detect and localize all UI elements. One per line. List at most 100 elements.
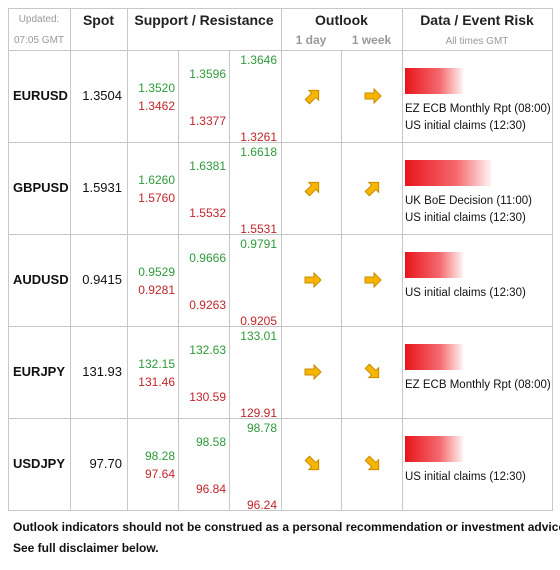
spot: 1.5931 [82, 180, 122, 195]
arrow-shape [364, 181, 380, 197]
row-line [8, 234, 553, 235]
event-risk-bar [405, 68, 463, 94]
spot: 131.93 [82, 364, 122, 379]
resistance: 1.3596 [189, 67, 226, 81]
support: 1.3377 [189, 114, 226, 128]
support: 1.3462 [138, 99, 175, 113]
event: US initial claims (12:30) [405, 287, 526, 299]
arrow-shape [364, 363, 380, 379]
updated-time: 07:05 GMT [13, 35, 65, 46]
sr-header: Support / Resistance [134, 12, 274, 28]
row-line [8, 326, 553, 327]
row-line [8, 418, 553, 419]
updated-label: Updated: [18, 14, 60, 25]
disclaimer: Outlook indicators should not be constru… [13, 520, 560, 534]
resistance: 1.3520 [138, 81, 175, 95]
col-line [552, 8, 553, 510]
col-line [178, 50, 179, 510]
resistance: 0.9666 [189, 251, 226, 265]
resistance: 1.3646 [240, 53, 277, 67]
col-line [8, 8, 9, 510]
pair: EURJPY [13, 364, 66, 379]
event: EZ ECB Monthly Rpt (08:00) [405, 379, 551, 391]
event: US initial claims (12:30) [405, 120, 526, 132]
resistance: 98.58 [195, 435, 226, 449]
outlook-arrow [304, 271, 322, 289]
arrow-shape [304, 89, 320, 105]
arrow-shape [304, 455, 320, 471]
event: US initial claims (12:30) [405, 471, 526, 483]
support: 0.9281 [138, 283, 175, 297]
event-risk-bar [405, 436, 463, 462]
event: EZ ECB Monthly Rpt (08:00) [405, 103, 551, 115]
resistance: 132.15 [138, 357, 175, 371]
col-line [341, 50, 342, 510]
event-risk-bar [405, 344, 463, 370]
day-header: 1 day [295, 33, 327, 47]
outlook-arrow [304, 89, 320, 105]
outlook-arrow [364, 87, 382, 105]
border [8, 8, 553, 9]
resistance: 1.6381 [189, 159, 226, 173]
row-line [8, 142, 553, 143]
arrow-shape [304, 271, 322, 289]
outlook-arrow [364, 363, 380, 379]
event: UK BoE Decision (11:00) [405, 195, 532, 207]
support: 96.24 [246, 498, 277, 512]
pair: GBPUSD [13, 180, 69, 195]
spot: 97.70 [89, 456, 122, 471]
event: US initial claims (12:30) [405, 212, 526, 224]
event-risk-bar [405, 252, 463, 278]
spot: 1.3504 [82, 88, 122, 103]
event-risk-bar [405, 160, 491, 186]
spot: 0.9415 [82, 272, 122, 287]
col-line [70, 8, 71, 510]
arrow-shape [364, 455, 380, 471]
support: 1.5531 [240, 222, 277, 236]
col-line [281, 8, 282, 510]
event-header: Data / Event Risk [420, 12, 534, 28]
row-line [8, 510, 553, 511]
pair: USDJPY [13, 456, 66, 471]
pair: AUDUSD [13, 272, 69, 287]
week-header: 1 week [351, 33, 392, 47]
outlook-arrow [364, 455, 380, 471]
support: 131.46 [138, 375, 175, 389]
col-line [402, 8, 403, 510]
support: 130.59 [189, 390, 226, 404]
resistance: 98.28 [144, 449, 175, 463]
support: 0.9263 [189, 298, 226, 312]
resistance: 1.6618 [240, 145, 277, 159]
pair: EURUSD [13, 88, 68, 103]
resistance: 1.6260 [138, 173, 175, 187]
resistance: 0.9791 [240, 237, 277, 251]
support: 1.3261 [240, 130, 277, 144]
support: 1.5532 [189, 206, 226, 220]
support: 97.64 [144, 467, 175, 481]
resistance: 133.01 [240, 329, 277, 343]
times-note: All times GMT [445, 36, 509, 47]
support: 1.5760 [138, 191, 175, 205]
support: 0.9205 [240, 314, 277, 328]
outlook-arrow [364, 181, 380, 197]
outlook-arrow [304, 455, 320, 471]
arrow-shape [364, 271, 382, 289]
spot-header: Spot [82, 12, 115, 28]
arrow-shape [304, 181, 320, 197]
outlook-arrow [304, 363, 322, 381]
resistance: 0.9529 [138, 265, 175, 279]
support: 96.84 [195, 482, 226, 496]
disclaimer: See full disclaimer below. [13, 541, 159, 555]
col-line [127, 8, 128, 510]
col-line [229, 50, 230, 510]
resistance: 132.63 [189, 343, 226, 357]
outlook-arrow [304, 181, 320, 197]
support: 129.91 [240, 406, 277, 420]
row-line [8, 50, 553, 51]
arrow-shape [364, 87, 382, 105]
resistance: 98.78 [246, 421, 277, 435]
outlook-header: Outlook [315, 12, 368, 28]
arrow-shape [304, 363, 322, 381]
outlook-arrow [364, 271, 382, 289]
